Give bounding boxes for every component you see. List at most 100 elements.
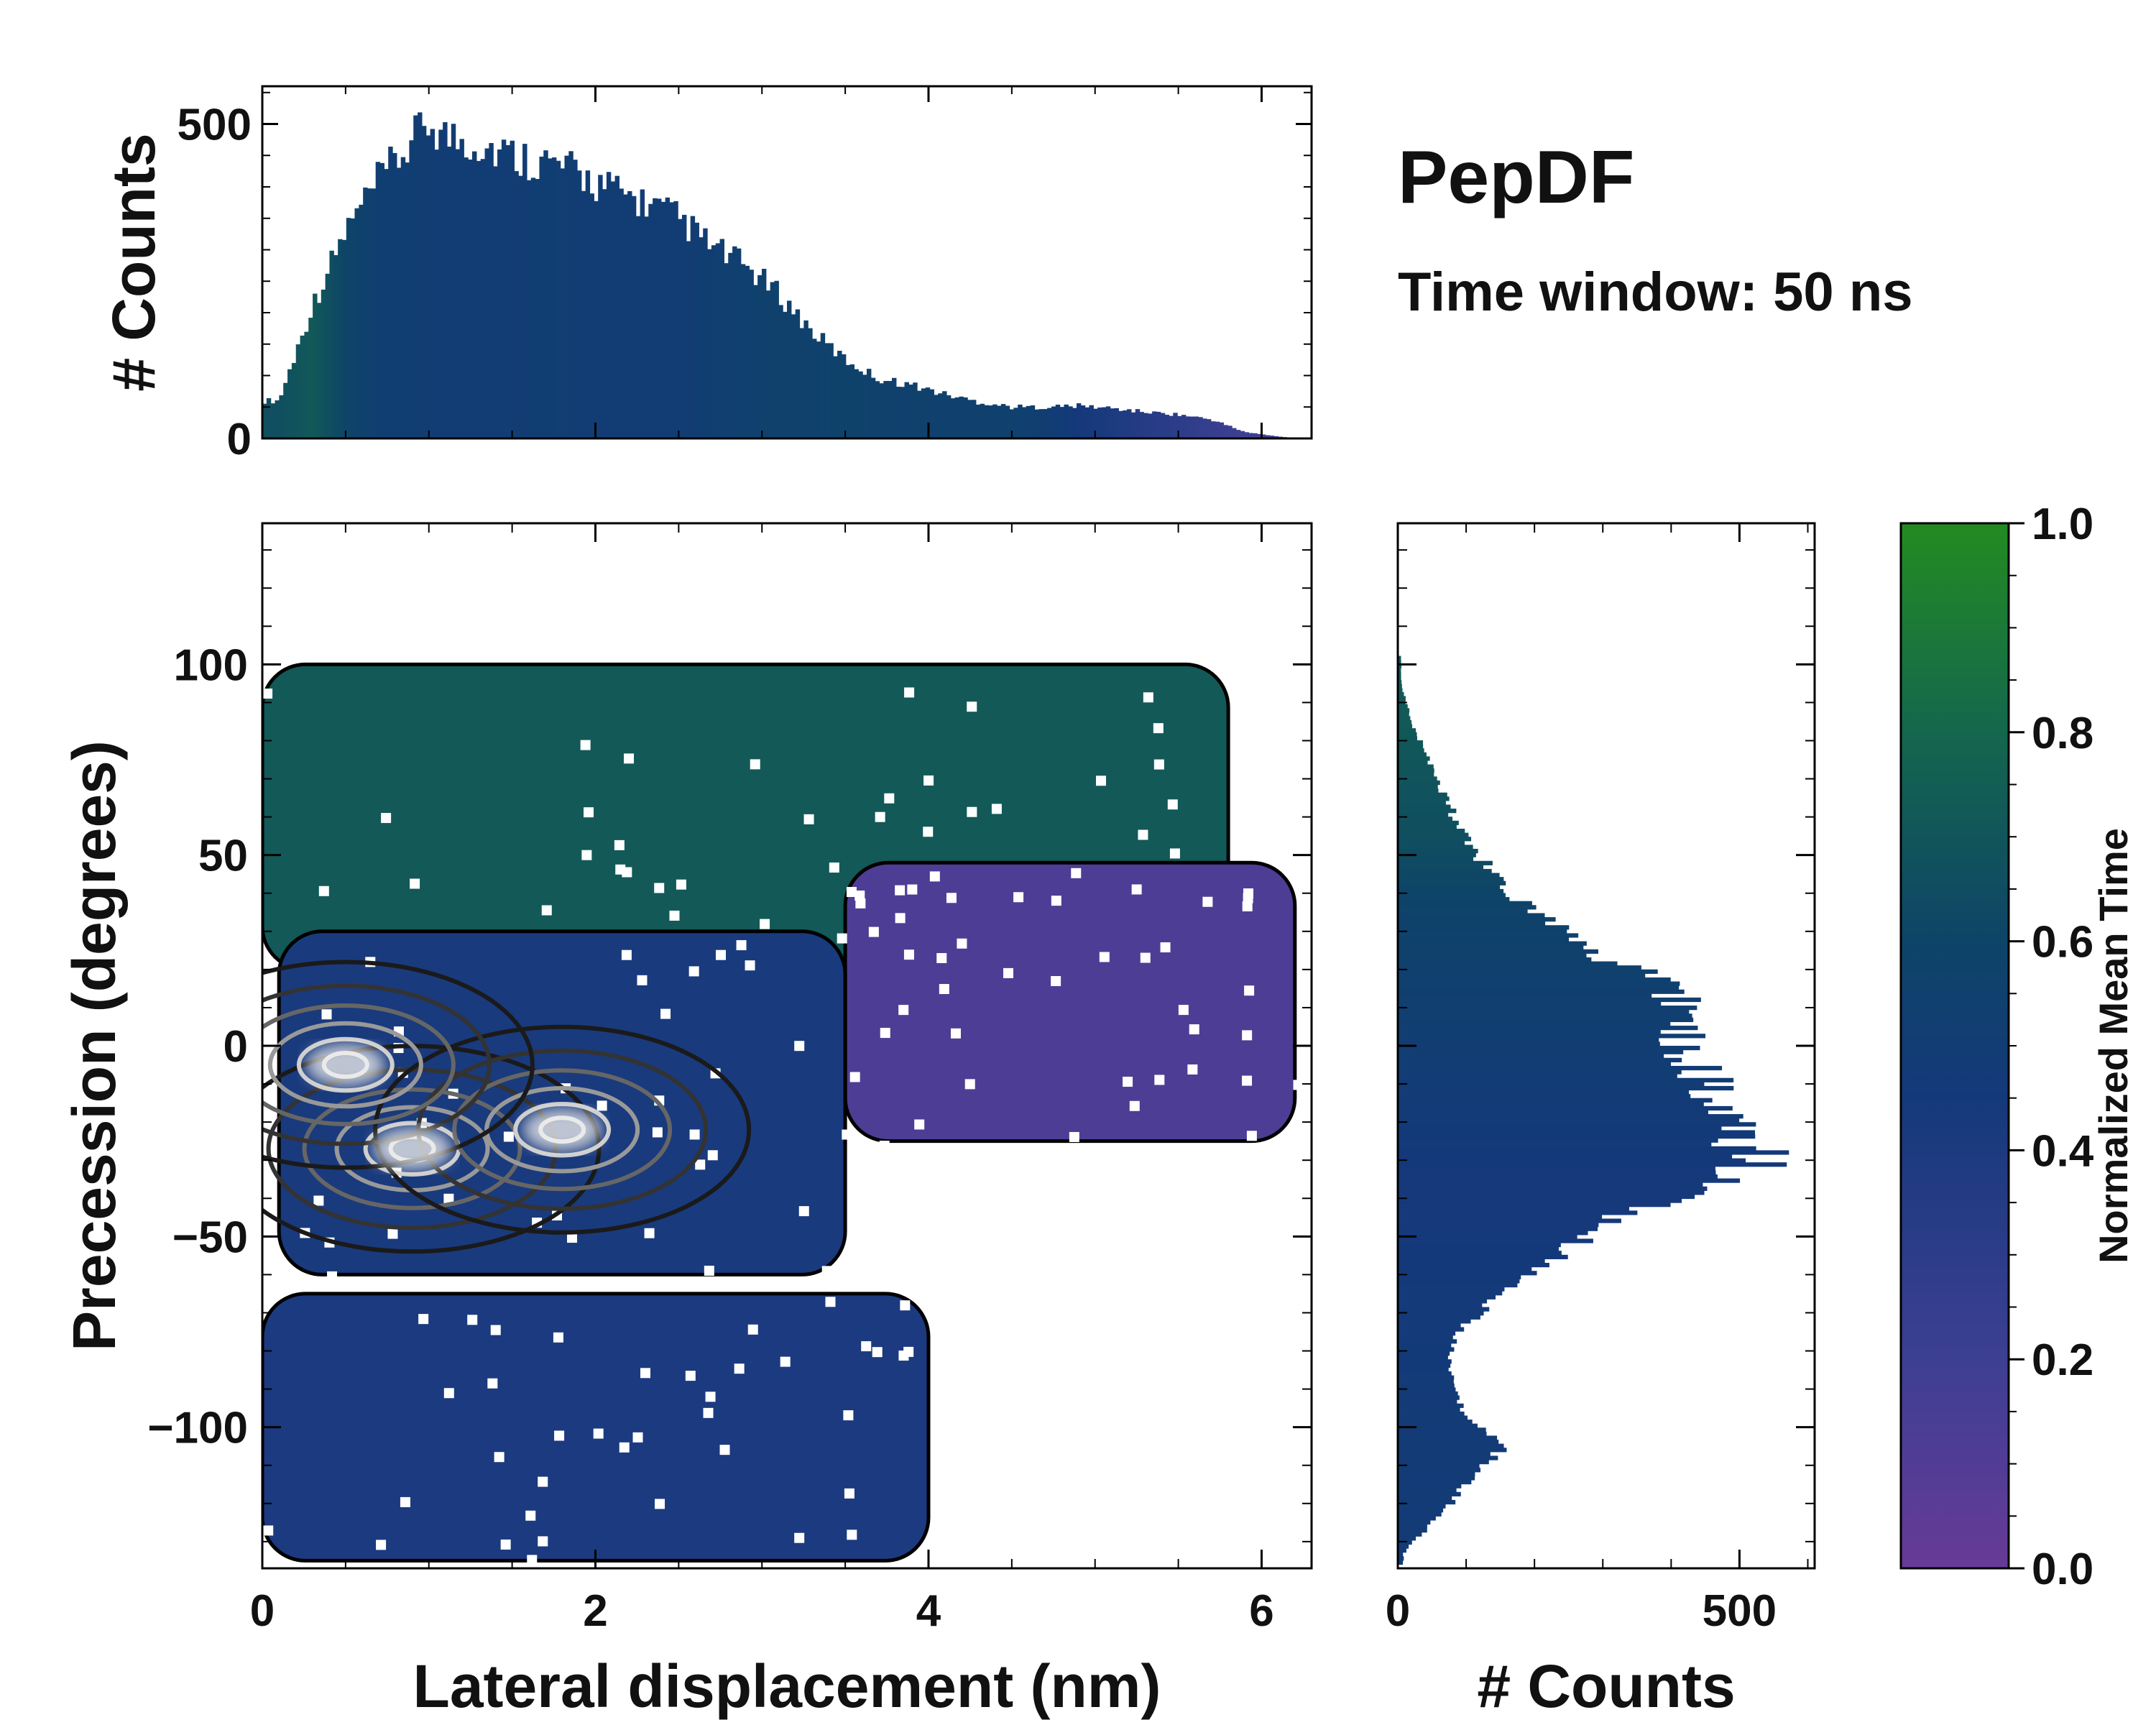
top-histogram-bar: [660, 201, 666, 438]
top-histogram-bar: [1248, 433, 1253, 438]
top-histogram-bar: [1018, 404, 1023, 438]
right-histogram-bar: [1398, 1363, 1451, 1368]
top-histogram-bar: [602, 189, 607, 438]
top-histogram-bar: [954, 397, 960, 438]
right-histogram-bar: [1398, 768, 1434, 773]
heatmap-empty-bin: [632, 1432, 643, 1443]
top-histogram-bar: [820, 333, 826, 438]
right-histogram-bar: [1398, 1299, 1488, 1304]
top-histogram-bar: [812, 339, 817, 438]
right-histogram-bar: [1398, 1122, 1756, 1127]
right-histogram-bar: [1398, 1077, 1734, 1082]
heatmap-empty-bin: [704, 1265, 714, 1276]
figure-title: PepDF: [1398, 136, 1634, 219]
right-histogram-bar: [1398, 921, 1546, 926]
heatmap-empty-bin: [1189, 1024, 1199, 1035]
top-histogram-bar: [665, 197, 671, 438]
top-histogram-bar: [585, 170, 591, 438]
top-histogram-bar: [799, 328, 804, 438]
top-histogram-bar: [1114, 408, 1119, 438]
heatmap-empty-bin: [719, 1445, 730, 1455]
top-histogram-bar: [1152, 411, 1157, 438]
heatmap-empty-bin: [872, 1347, 883, 1358]
right-histogram-bar: [1398, 832, 1469, 837]
top-histogram-bar: [883, 381, 888, 438]
heatmap-empty-bin: [1129, 1100, 1140, 1111]
top-histogram-bar: [392, 152, 397, 438]
right-histogram-bar: [1398, 1194, 1695, 1200]
heatmap-ytick-label: −100: [147, 1404, 248, 1453]
top-histogram-bar: [1177, 415, 1182, 438]
right-histogram-bar: [1398, 1150, 1789, 1155]
top-histogram-bar: [329, 250, 334, 438]
right-histogram-bar: [1398, 852, 1476, 857]
heatmap-empty-bin: [1153, 759, 1164, 770]
top-histogram-bar: [464, 157, 469, 438]
heatmap-empty-bin: [900, 1300, 911, 1311]
top-histogram-bar: [669, 202, 674, 438]
heatmap-empty-bin: [964, 1079, 975, 1090]
right-histogram-bar: [1398, 1351, 1450, 1356]
right-histogram-bar: [1398, 1423, 1478, 1428]
top-histogram-bar: [371, 188, 377, 438]
top-histogram-bar: [816, 341, 821, 438]
heatmap-empty-bin: [580, 740, 591, 750]
colorbar-tick-label: 0.8: [2032, 709, 2093, 758]
heatmap-empty-bin: [703, 1407, 714, 1418]
heatmap-empty-bin: [745, 960, 755, 971]
right-histogram-bar: [1398, 796, 1450, 801]
right-histogram-bar: [1398, 792, 1447, 797]
heatmap-empty-bin: [780, 1356, 791, 1367]
right-histogram-bar: [1398, 1110, 1708, 1115]
heatmap-empty-bin: [490, 1325, 501, 1335]
heatmap-empty-bin: [527, 1555, 538, 1565]
top-histogram-bar: [656, 198, 662, 438]
top-histogram-bar: [598, 175, 603, 439]
top-histogram-bar: [614, 175, 619, 439]
heatmap-xlabel: Lateral displacement (nm): [413, 1652, 1161, 1720]
top-histogram-bar: [1051, 406, 1056, 438]
right-histogram-bar: [1398, 1105, 1733, 1111]
top-histogram-ticks: 0 500: [178, 86, 1312, 464]
top-histogram-bar: [1064, 404, 1069, 438]
top-histogram-bar: [778, 305, 783, 438]
heatmap-empty-bin: [846, 886, 857, 897]
top-histogram-bar: [1089, 405, 1094, 438]
right-histogram-bar: [1398, 1114, 1743, 1119]
top-histogram-bar: [535, 179, 540, 439]
heatmap-empty-bin: [1095, 776, 1106, 786]
top-histogram-bar: [938, 393, 943, 438]
top-histogram-bar: [308, 318, 313, 438]
right-histogram-bar: [1398, 800, 1446, 806]
heatmap-region: [262, 1292, 931, 1563]
top-histogram-bar: [551, 157, 557, 438]
right-histogram-bar: [1398, 1046, 1700, 1051]
top-histogram-bar: [703, 228, 708, 438]
right-histogram-bar: [1398, 1427, 1486, 1432]
heatmap-empty-bin: [553, 1332, 563, 1343]
right-histogram-bar: [1398, 1001, 1662, 1006]
top-histogram-bar: [690, 216, 696, 438]
top-histogram-bar: [963, 397, 968, 438]
top-histogram-bar: [753, 285, 758, 438]
top-histogram-bar: [446, 146, 452, 438]
top-histogram-bar: [694, 222, 699, 438]
top-histogram-bar: [745, 265, 750, 438]
top-histogram-bar: [1148, 413, 1153, 438]
top-histogram-ylabel: # Counts: [100, 133, 167, 391]
heatmap-contour: [262, 983, 492, 1146]
right-histogram-bar: [1398, 1411, 1465, 1417]
top-histogram-bar: [888, 381, 893, 438]
top-histogram-bar: [1072, 408, 1077, 438]
right-histogram-bar: [1398, 1162, 1787, 1167]
right-histogram-bar: [1398, 1395, 1460, 1400]
top-histogram-bar: [640, 189, 645, 438]
top-histogram-bar: [530, 178, 536, 438]
right-histogram-bar: [1398, 1021, 1671, 1026]
top-histogram-bar: [934, 395, 939, 438]
right-histogram-bar: [1398, 1098, 1713, 1103]
heatmap-empty-bin: [467, 1315, 478, 1325]
right-histogram-bar: [1398, 1126, 1722, 1131]
top-histogram-ytick-label: 0: [227, 415, 252, 464]
heatmap-empty-bin: [868, 926, 879, 937]
